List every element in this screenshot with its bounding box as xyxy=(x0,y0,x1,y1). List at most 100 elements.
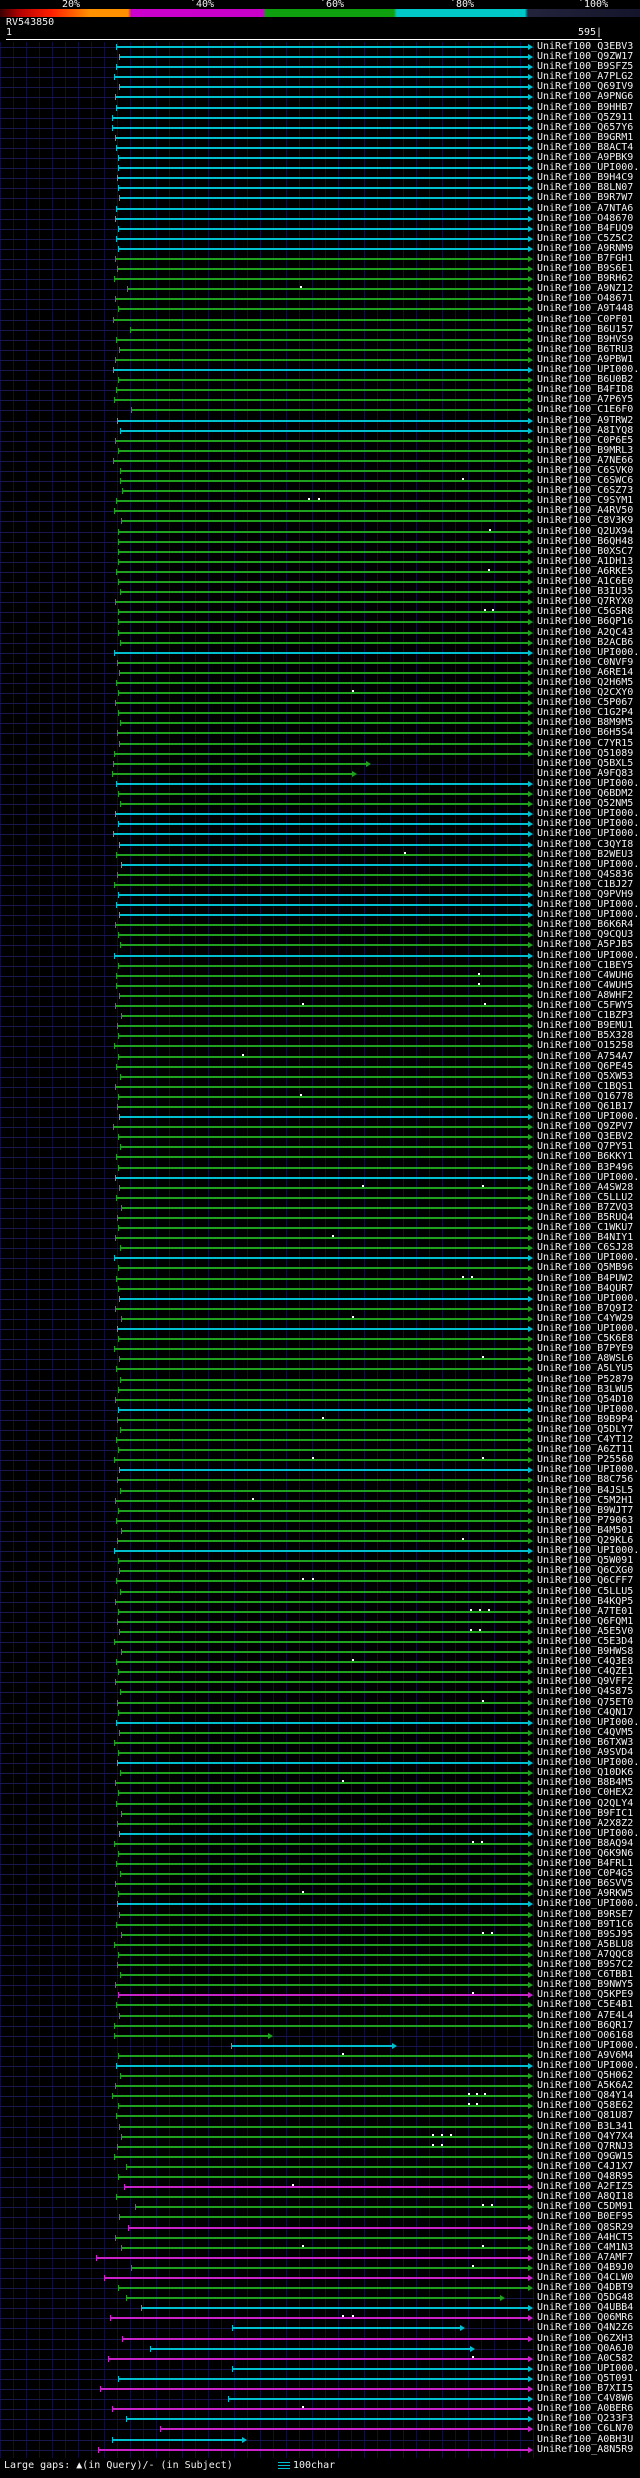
hit-row[interactable]: UniRef100_C5M2H1 xyxy=(0,1496,640,1506)
hit-bar[interactable] xyxy=(118,1054,528,1060)
hit-row[interactable]: UniRef100_C4J1X7 xyxy=(0,2162,640,2172)
hit-label[interactable]: UniRef100_C3QYI8 xyxy=(537,839,634,850)
hit-bar[interactable] xyxy=(113,1457,528,1463)
hit-label[interactable]: UniRef100_Q48R95 xyxy=(537,2171,634,2182)
hit-bar[interactable] xyxy=(118,155,528,161)
hit-label[interactable]: UniRef100_Q4Y7X4 xyxy=(537,2131,634,2142)
hit-row[interactable]: UniRef100_Q5H062 xyxy=(0,2071,640,2081)
hit-label[interactable]: UniRef100_C5E3D4 xyxy=(537,1636,634,1647)
hit-label[interactable]: UniRef100_B7PYE9 xyxy=(537,1343,634,1354)
hit-label[interactable]: UniRef100_B5X328 xyxy=(537,1030,634,1041)
hit-row[interactable]: UniRef100_B9S7C2 xyxy=(0,1960,640,1970)
hit-row[interactable]: UniRef100_Q3EBV3 xyxy=(0,42,640,52)
hit-row[interactable]: UniRef100_A9PBK9 xyxy=(0,153,640,163)
hit-bar[interactable] xyxy=(114,1397,528,1403)
hit-bar[interactable] xyxy=(120,1488,528,1494)
hit-row[interactable]: UniRef100_UPI000... xyxy=(0,1253,640,1263)
hit-bar[interactable] xyxy=(114,1982,528,1988)
hit-row[interactable]: UniRef100_A7TE01 xyxy=(0,1607,640,1617)
hit-label[interactable]: UniRef100_A9PBW1 xyxy=(537,354,634,365)
hit-label[interactable]: UniRef100_UPI000... xyxy=(537,909,640,920)
hit-row[interactable]: UniRef100_Q5Z911 xyxy=(0,113,640,123)
hit-label[interactable]: UniRef100_B9FIC1 xyxy=(537,1808,634,1819)
hit-label[interactable]: UniRef100_A5E5V0 xyxy=(537,1626,634,1637)
hit-row[interactable]: UniRef100_B6QR17 xyxy=(0,2021,640,2031)
hit-row[interactable]: UniRef100_UPI000... xyxy=(0,910,640,920)
hit-label[interactable]: UniRef100_B8LN07 xyxy=(537,182,634,193)
hit-row[interactable]: UniRef100_Q0A6J0 xyxy=(0,2344,640,2354)
hit-bar[interactable] xyxy=(115,1861,528,1867)
hit-bar[interactable] xyxy=(114,296,528,302)
hit-row[interactable]: UniRef100_C1G2P4 xyxy=(0,708,640,718)
hit-bar[interactable] xyxy=(115,2194,528,2200)
hit-row[interactable]: UniRef100_UPI000... xyxy=(0,1112,640,1122)
hit-bar[interactable] xyxy=(114,1306,528,1312)
hit-label[interactable]: UniRef100_B4KQP5 xyxy=(537,1596,634,1607)
hit-label[interactable]: UniRef100_Q3EBV3 xyxy=(537,41,634,52)
hit-row[interactable]: UniRef100_Q5T091 xyxy=(0,2374,640,2384)
hit-row[interactable]: UniRef100_A4RV50 xyxy=(0,506,640,516)
hit-bar[interactable] xyxy=(113,508,528,514)
hit-row[interactable]: UniRef100_P52879 xyxy=(0,1375,640,1385)
hit-bar[interactable] xyxy=(120,2073,528,2079)
hit-label[interactable]: UniRef100_A6ZT11 xyxy=(537,1444,634,1455)
hit-row[interactable]: UniRef100_UPI000... xyxy=(0,365,640,375)
hit-label[interactable]: UniRef100_P52879 xyxy=(537,1374,634,1385)
hit-label[interactable]: UniRef100_A8IYQ8 xyxy=(537,425,634,436)
hit-label[interactable]: UniRef100_B2WEU3 xyxy=(537,849,634,860)
hit-bar[interactable] xyxy=(115,852,528,858)
hit-row[interactable]: UniRef100_B4FUQ9 xyxy=(0,224,640,234)
hit-bar[interactable] xyxy=(119,1356,528,1362)
hit-row[interactable]: UniRef100_B6QP16 xyxy=(0,617,640,627)
hit-label[interactable]: UniRef100_C4QZE1 xyxy=(537,1666,634,1677)
hit-row[interactable]: UniRef100_B6K6R4 xyxy=(0,920,640,930)
hit-row[interactable]: UniRef100_Q4DBT9 xyxy=(0,2283,640,2293)
hit-row[interactable]: UniRef100_UPI000... xyxy=(0,1324,640,1334)
hit-label[interactable]: UniRef100_A5K6A2 xyxy=(537,2080,634,2091)
hit-label[interactable]: UniRef100_A7NTA6 xyxy=(537,203,634,214)
hit-row[interactable]: UniRef100_A7E4L4 xyxy=(0,2011,640,2021)
hit-bar[interactable] xyxy=(118,529,528,535)
hit-label[interactable]: UniRef100_C5M2H1 xyxy=(537,1495,634,1506)
hit-row[interactable]: UniRef100_UPI000... xyxy=(0,2364,640,2374)
hit-label[interactable]: UniRef100_A7E4L4 xyxy=(537,2010,634,2021)
hit-row[interactable]: UniRef100_O06168 xyxy=(0,2031,640,2041)
hit-row[interactable]: UniRef100_Q4N2Z6 xyxy=(0,2323,640,2333)
hit-label[interactable]: UniRef100_Q6CFF7 xyxy=(537,1575,634,1586)
hit-bar[interactable] xyxy=(120,589,528,595)
hit-label[interactable]: UniRef100_Q5MB96 xyxy=(537,1262,634,1273)
hit-label[interactable]: UniRef100_B6SVV5 xyxy=(537,1878,634,1889)
hit-bar[interactable] xyxy=(134,2204,528,2210)
hit-bar[interactable] xyxy=(119,993,528,999)
hit-bar[interactable] xyxy=(113,74,528,80)
hit-row[interactable]: UniRef100_B9HWS8 xyxy=(0,1647,640,1657)
hit-bar[interactable] xyxy=(119,2214,528,2220)
hit-label[interactable]: UniRef100_UPI000... xyxy=(537,899,640,910)
hit-bar[interactable] xyxy=(113,276,528,282)
hit-row[interactable]: UniRef100_A9T448 xyxy=(0,304,640,314)
hit-label[interactable]: UniRef100_B8AQ94 xyxy=(537,1838,634,1849)
hit-row[interactable]: UniRef100_C5P067 xyxy=(0,698,640,708)
hit-row[interactable]: UniRef100_A7NE66 xyxy=(0,456,640,466)
hit-bar[interactable] xyxy=(117,1760,528,1766)
hit-bar[interactable] xyxy=(115,1276,528,1282)
hit-row[interactable]: UniRef100_B9H4C9 xyxy=(0,173,640,183)
hit-label[interactable]: UniRef100_UPI000... xyxy=(537,1898,640,1909)
hit-label[interactable]: UniRef100_B6H5S4 xyxy=(537,727,634,738)
hit-bar[interactable] xyxy=(118,630,528,636)
hit-bar[interactable] xyxy=(115,337,528,343)
hit-bar[interactable] xyxy=(114,1084,528,1090)
hit-row[interactable]: UniRef100_UPI000... xyxy=(0,1405,640,1415)
hit-label[interactable]: UniRef100_P25560 xyxy=(537,1454,634,1465)
hit-bar[interactable] xyxy=(115,569,528,575)
hit-label[interactable]: UniRef100_C5K6E8 xyxy=(537,1333,634,1344)
hit-label[interactable]: UniRef100_C6SJ28 xyxy=(537,1242,634,1253)
hit-row[interactable]: UniRef100_C6SVK0 xyxy=(0,466,640,476)
hit-bar[interactable] xyxy=(115,1195,528,1201)
hit-row[interactable]: UniRef100_C0HEX2 xyxy=(0,1788,640,1798)
hit-bar[interactable] xyxy=(118,306,528,312)
hit-label[interactable]: UniRef100_UPI000... xyxy=(537,1464,640,1475)
hit-label[interactable]: UniRef100_B9H4C9 xyxy=(537,172,634,183)
hit-label[interactable]: UniRef100_C1BJ27 xyxy=(537,879,634,890)
hit-bar[interactable] xyxy=(113,1841,528,1847)
